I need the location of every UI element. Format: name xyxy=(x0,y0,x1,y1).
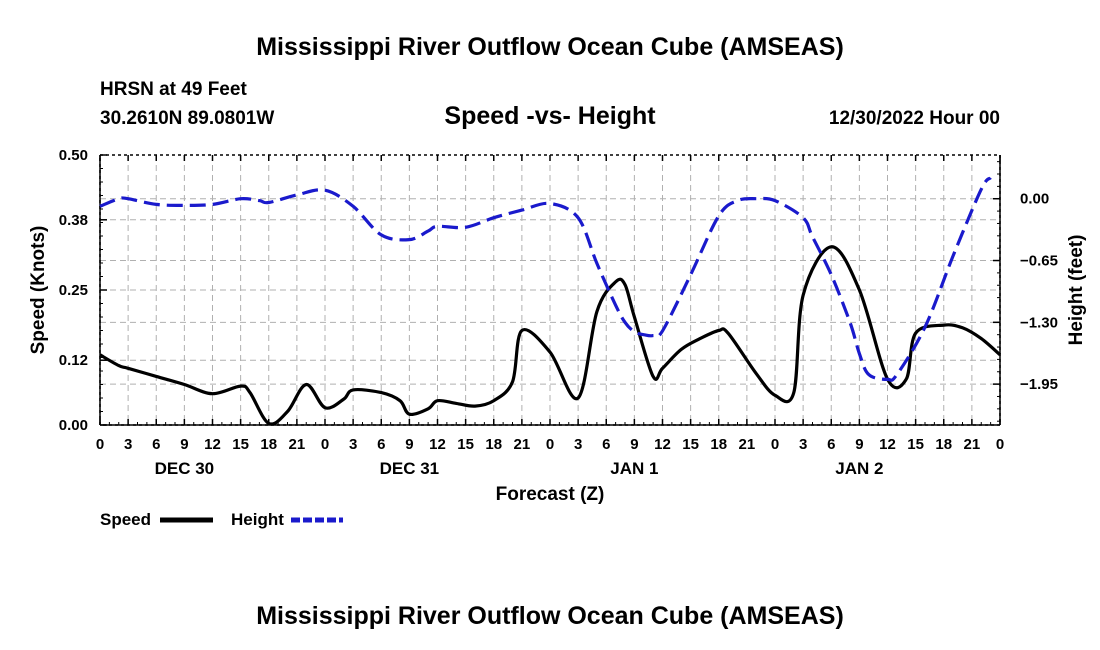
x-tick-label: 9 xyxy=(630,436,638,453)
y2-tick-label: −0.65 xyxy=(1020,253,1058,270)
legend-speed-label: Speed xyxy=(100,510,151,529)
y-tick-label: 0.38 xyxy=(59,212,88,229)
y-axis-title: Speed (Knots) xyxy=(28,226,49,355)
datetime-label: 12/30/2022 Hour 00 xyxy=(829,108,1000,129)
grid-lines xyxy=(100,155,1000,425)
day-label: DEC 31 xyxy=(380,459,440,478)
x-tick-label: 21 xyxy=(514,436,531,453)
x-tick-label: 12 xyxy=(204,436,221,453)
x-tick-label: 15 xyxy=(457,436,474,453)
x-tick-label: 15 xyxy=(232,436,249,453)
x-tick-label: 15 xyxy=(682,436,699,453)
x-tick-label: 3 xyxy=(799,436,807,453)
x-tick-label: 0 xyxy=(321,436,329,453)
x-tick-label: 21 xyxy=(289,436,306,453)
y-tick-label: 0.25 xyxy=(59,282,88,299)
station-label: HRSN at 49 Feet xyxy=(100,79,247,100)
y2-tick-label: −1.30 xyxy=(1020,314,1058,331)
x-tick-label: 6 xyxy=(152,436,160,453)
x-tick-label: 12 xyxy=(654,436,671,453)
day-label: DEC 30 xyxy=(155,459,215,478)
x-tick-label: 9 xyxy=(180,436,188,453)
x-tick-label: 3 xyxy=(574,436,582,453)
coordinates-label: 30.2610N 89.0801W xyxy=(100,108,274,129)
speed-series-line xyxy=(99,245,1002,426)
series-layer xyxy=(99,176,1002,426)
x-tick-label: 3 xyxy=(124,436,132,453)
x-tick-label: 18 xyxy=(260,436,277,453)
legend: Speed Height xyxy=(100,510,343,529)
x-tick-label: 15 xyxy=(907,436,924,453)
y-tick-label: 0.12 xyxy=(59,352,88,369)
x-tick-label: 6 xyxy=(377,436,385,453)
x-tick-label: 12 xyxy=(879,436,896,453)
x-tick-label: 0 xyxy=(771,436,779,453)
x-tick-label: 12 xyxy=(429,436,446,453)
page-title: Mississippi River Outflow Ocean Cube (AM… xyxy=(256,33,844,61)
x-tick-label: 0 xyxy=(546,436,554,453)
x-tick-label: 21 xyxy=(739,436,756,453)
y2-tick-label: −1.95 xyxy=(1020,376,1058,393)
y2-tick-label: 0.00 xyxy=(1020,191,1049,208)
legend-height-label: Height xyxy=(231,510,284,529)
tick-labels: 0 3 6 9 12 15 18 21 0 3 6 9 12 15 18 21 0 3 6 9 12 15 18 21 0 3 6 9… xyxy=(59,147,1058,478)
x-tick-label: 3 xyxy=(349,436,357,453)
x-tick-label: 0 xyxy=(996,436,1004,453)
height-series-line xyxy=(99,176,992,382)
x-tick-label: 18 xyxy=(935,436,952,453)
x-tick-label: 6 xyxy=(602,436,610,453)
y2-axis-title: Height (feet) xyxy=(1066,235,1087,346)
y-tick-label: 0.00 xyxy=(59,417,88,434)
x-tick-label: 9 xyxy=(855,436,863,453)
x-tick-label: 6 xyxy=(827,436,835,453)
x-tick-label: 18 xyxy=(710,436,727,453)
x-axis-title: Forecast (Z) xyxy=(496,484,605,505)
x-tick-label: 0 xyxy=(96,436,104,453)
day-label: JAN 1 xyxy=(610,459,658,478)
x-tick-label: 18 xyxy=(485,436,502,453)
y-tick-label: 0.50 xyxy=(59,147,88,164)
chart-title: Speed -vs- Height xyxy=(444,102,656,130)
x-tick-label: 9 xyxy=(405,436,413,453)
day-label: JAN 2 xyxy=(835,459,883,478)
footer-title: Mississippi River Outflow Ocean Cube (AM… xyxy=(256,602,844,630)
x-tick-label: 21 xyxy=(964,436,981,453)
